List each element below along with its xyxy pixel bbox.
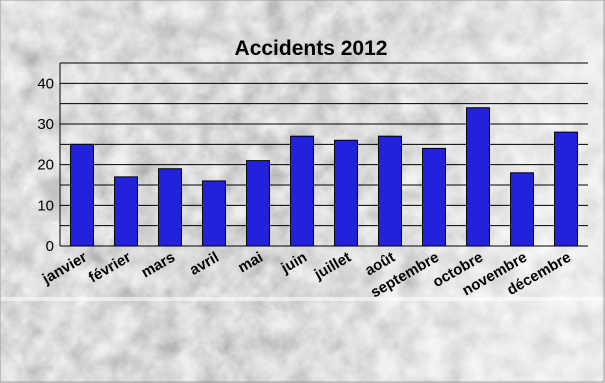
gridlines — [60, 62, 588, 247]
bar-février — [114, 176, 138, 247]
bar-juillet — [334, 139, 358, 247]
bar-mars — [158, 168, 182, 247]
y-tick-label: 40 — [37, 75, 54, 92]
y-tick-label: 0 — [46, 238, 54, 255]
bar-octobre — [466, 107, 490, 247]
bar-avril — [202, 180, 226, 247]
y-tick-label: 30 — [37, 116, 54, 133]
bar-juin — [290, 135, 314, 247]
chart-title: Accidents 2012 — [235, 37, 388, 60]
bar-août — [378, 135, 402, 247]
y-tick-label: 10 — [37, 197, 54, 214]
bar-janvier — [70, 143, 94, 247]
y-axis: 0 10 20 30 40 — [37, 75, 54, 255]
y-tick-label: 20 — [37, 157, 54, 174]
bar-novembre — [510, 172, 534, 247]
bar-septembre — [422, 147, 446, 247]
bars — [70, 107, 578, 247]
bar-décembre — [554, 131, 578, 247]
bar-mai — [246, 160, 270, 247]
